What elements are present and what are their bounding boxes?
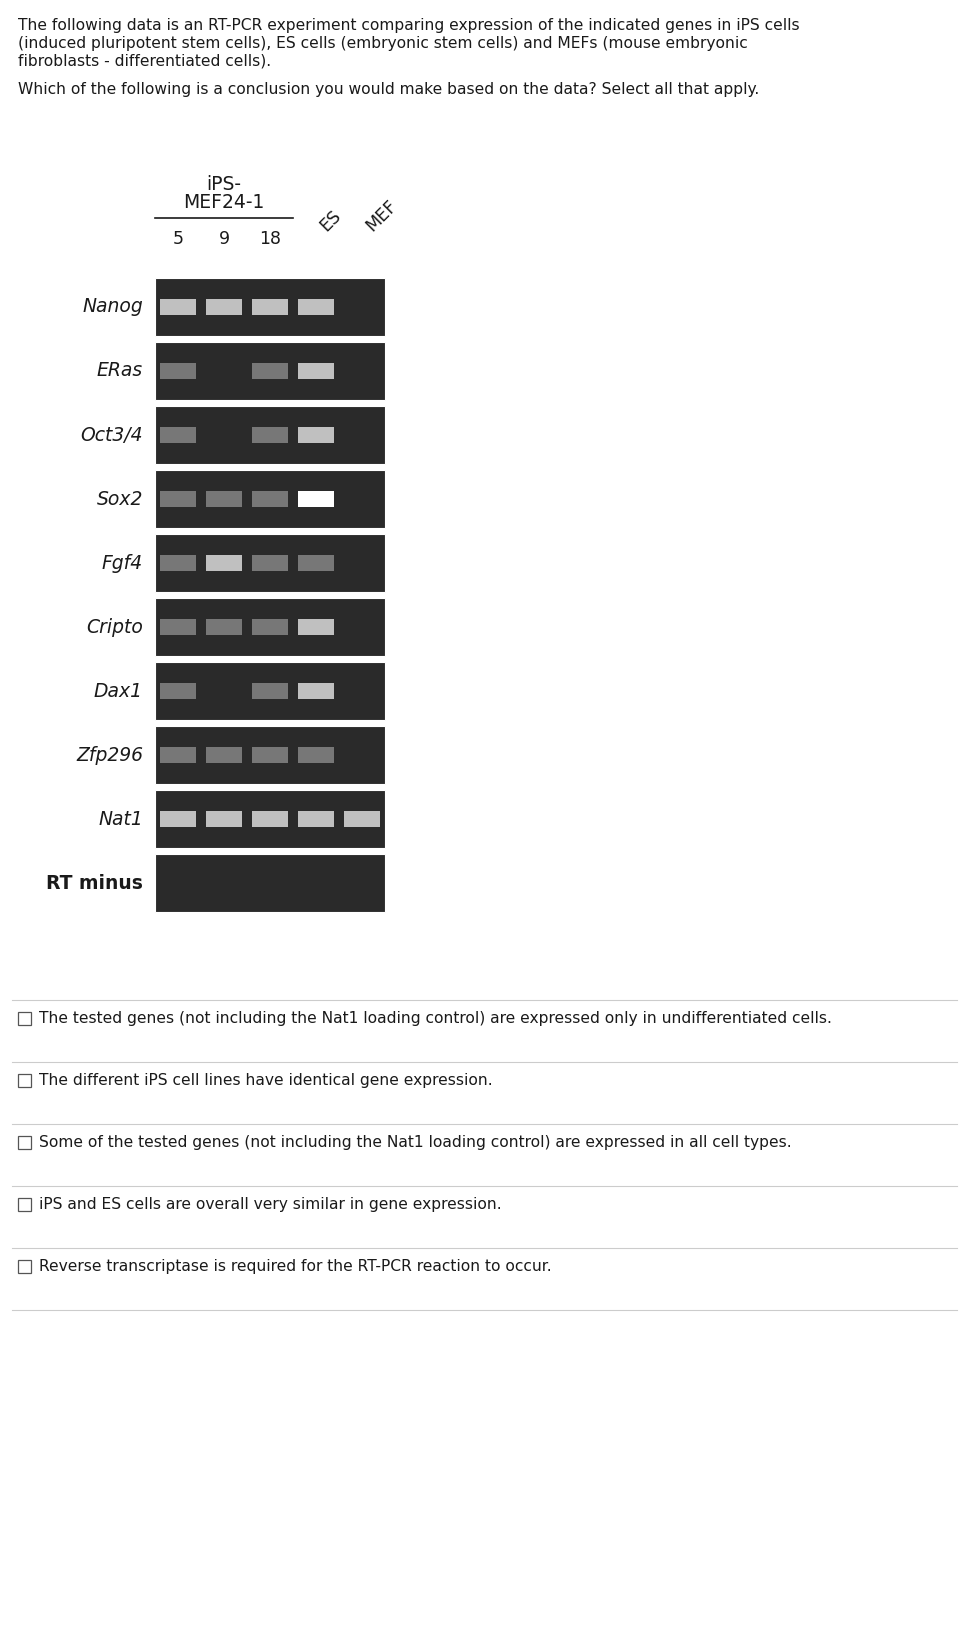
Bar [252,748,289,763]
Bar [297,491,334,507]
Text: Cripto: Cripto [86,618,143,636]
Text: Dax1: Dax1 [94,681,143,701]
Text: ERas: ERas [97,361,143,380]
Bar [160,748,197,763]
Text: Zfp296: Zfp296 [76,745,143,764]
Text: fibroblasts - differentiated cells).: fibroblasts - differentiated cells). [18,54,271,68]
Text: Fgf4: Fgf4 [102,553,143,572]
Bar [155,662,385,720]
Bar [155,598,385,655]
Bar [297,620,334,634]
Text: RT minus: RT minus [47,873,143,893]
Bar [18,1260,31,1273]
Bar [155,533,385,592]
Bar [252,299,289,315]
Bar [155,790,385,849]
Bar [160,811,197,828]
Bar [297,683,334,699]
Bar [252,363,289,379]
Text: Sox2: Sox2 [97,489,143,509]
Bar [160,620,197,634]
Bar [252,491,289,507]
Text: MEF24-1: MEF24-1 [183,193,265,211]
Text: iPS and ES cells are overall very similar in gene expression.: iPS and ES cells are overall very simila… [39,1197,502,1211]
Text: Which of the following is a conclusion you would make based on the data? Select : Which of the following is a conclusion y… [18,81,760,98]
Bar [155,406,385,463]
Bar [205,811,242,828]
Text: Oct3/4: Oct3/4 [80,426,143,444]
Bar [205,748,242,763]
Bar [252,811,289,828]
Bar [297,748,334,763]
Bar [205,620,242,634]
Bar [344,811,381,828]
Text: The different iPS cell lines have identical gene expression.: The different iPS cell lines have identi… [39,1073,492,1088]
Bar [160,363,197,379]
Bar [160,683,197,699]
Text: 5: 5 [172,229,183,249]
Bar [297,363,334,379]
Text: Nat1: Nat1 [98,810,143,829]
Bar [160,491,197,507]
Bar [18,1137,31,1150]
Bar [205,299,242,315]
Bar [18,1075,31,1088]
Bar [297,428,334,442]
Bar [252,683,289,699]
Bar [252,428,289,442]
Bar [252,620,289,634]
Bar [297,811,334,828]
Text: 9: 9 [218,229,230,249]
Bar [18,1198,31,1211]
Text: Reverse transcriptase is required for the RT-PCR reaction to occur.: Reverse transcriptase is required for th… [39,1259,551,1275]
Bar [160,428,197,442]
Text: (induced pluripotent stem cells), ES cells (embryonic stem cells) and MEFs (mous: (induced pluripotent stem cells), ES cel… [18,36,748,50]
Text: Nanog: Nanog [82,298,143,317]
Bar [155,725,385,784]
Text: The following data is an RT-PCR experiment comparing expression of the indicated: The following data is an RT-PCR experime… [18,18,799,33]
Bar [155,278,385,337]
Text: Some of the tested genes (not including the Nat1 loading control) are expressed : Some of the tested genes (not including … [39,1135,792,1150]
Bar [297,554,334,571]
Text: ES: ES [316,207,344,236]
Bar [155,470,385,528]
Text: iPS-: iPS- [206,176,241,193]
Bar [160,299,197,315]
Bar [297,299,334,315]
Bar [160,554,197,571]
Text: 18: 18 [259,229,281,249]
Bar [155,341,385,400]
Bar [155,854,385,912]
Text: MEF: MEF [362,197,400,236]
Bar [252,554,289,571]
Bar [18,1011,31,1024]
Bar [205,554,242,571]
Bar [205,491,242,507]
Text: The tested genes (not including the Nat1 loading control) are expressed only in : The tested genes (not including the Nat1… [39,1011,831,1026]
